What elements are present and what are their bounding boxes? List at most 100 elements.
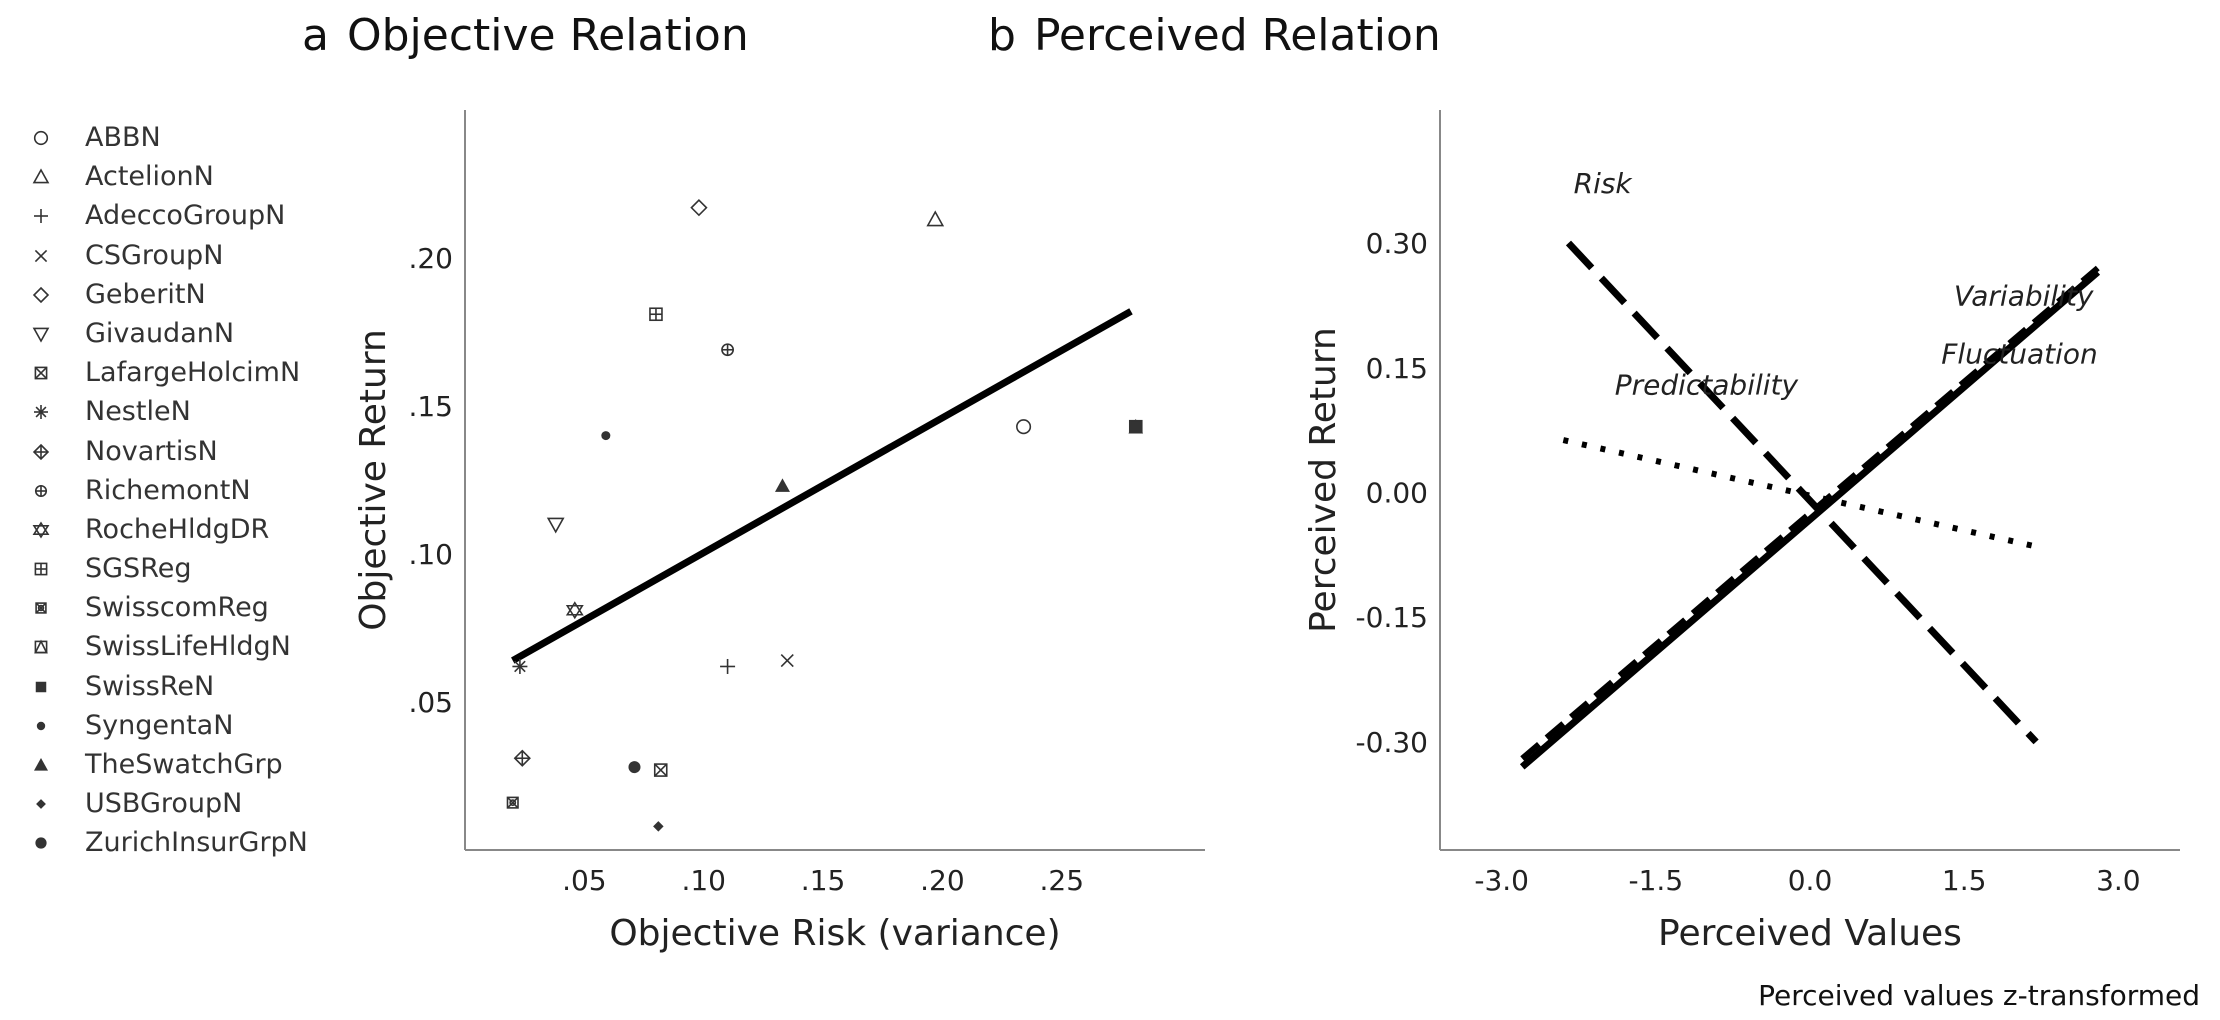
legend-item: NestleN <box>30 392 360 431</box>
legend-label: ABBN <box>85 122 161 153</box>
legend-item: NovartisN <box>30 432 360 471</box>
series-line <box>1519 269 2101 770</box>
legend-marker-icon <box>32 443 50 460</box>
legend-label: AdeccoGroupN <box>85 200 286 232</box>
legend-marker-icon <box>32 327 50 343</box>
panel-b-title: b Perceived Relation <box>988 10 1441 61</box>
y-tick-label: 0.00 <box>1366 476 1428 509</box>
y-axis-label: Perceived Return <box>1303 327 1344 633</box>
legend-marker-icon <box>34 484 48 497</box>
x-tick-label: -1.5 <box>1629 864 1684 897</box>
legend-label: SyngentaN <box>85 709 234 741</box>
legend-marker-icon <box>32 286 50 303</box>
y-tick-label: -0.15 <box>1356 601 1428 634</box>
footnote: Perceived values z-transformed <box>1758 979 2200 1012</box>
legend-item: ActelionN <box>30 157 360 196</box>
legend-marker-icon <box>34 640 48 654</box>
scatter-point <box>720 658 736 674</box>
legend-item: RichemontN <box>30 471 360 510</box>
legend-item: ABBN <box>30 118 360 157</box>
legend-label: SwisscomReg <box>85 592 269 624</box>
scatter-point <box>565 601 584 620</box>
panel-a-title-text: Objective Relation <box>346 10 749 61</box>
y-axis-label: Objective Return <box>353 329 394 631</box>
legend-label: CSGroupN <box>85 239 224 271</box>
legend-marker-icon <box>34 366 48 380</box>
legend-item: SwissReN <box>30 667 360 706</box>
y-tick-label: .15 <box>408 390 453 423</box>
x-tick-label: .25 <box>1040 864 1085 897</box>
panel-b-title-text: Perceived Relation <box>1033 10 1441 61</box>
scatter-point <box>774 478 790 492</box>
legend-label: GivaudanN <box>85 317 235 349</box>
scatter-point <box>780 653 794 668</box>
legend-label: NestleN <box>85 396 191 428</box>
legend-item: RocheHldgDR <box>30 510 360 549</box>
x-tick-label: 1.5 <box>1942 864 1987 897</box>
legend-item: SyngentaN <box>30 706 360 745</box>
legend-item: GeberitN <box>30 275 360 314</box>
legend-item: TheSwatchGrp <box>30 745 360 784</box>
legend-item: USBGroupN <box>30 784 360 823</box>
scatter-point <box>1130 421 1142 433</box>
legend: ABBN ActelionN AdeccoGroupN CSGroupN Geberit… <box>30 118 360 863</box>
y-tick-label: 0.15 <box>1366 352 1428 385</box>
scatter-point <box>721 343 735 357</box>
legend-marker-icon <box>32 521 50 539</box>
legend-item: SwisscomReg <box>30 588 360 627</box>
chart-b: -3.0 -1.5 0.0 1.5 3.0 0.30 0.15 0.00 -0.15 -0.30 P… <box>1303 110 2180 954</box>
legend-item: ZurichInsurGrpN <box>30 823 360 862</box>
legend-label: GeberitN <box>85 278 206 310</box>
legend-label: RichemontN <box>85 474 251 506</box>
scatter-point <box>546 517 565 534</box>
y-tick-label: .05 <box>408 686 453 719</box>
scatter-point <box>653 821 664 832</box>
x-tick-label: .15 <box>801 864 846 897</box>
x-tick-label: 0.0 <box>1788 864 1833 897</box>
y-tick-label: .10 <box>408 538 453 571</box>
legend-label: SGSReg <box>85 553 192 585</box>
x-axis-label: Perceived Values <box>1658 913 1962 954</box>
scatter-point <box>513 749 531 767</box>
legend-marker-icon <box>34 249 48 262</box>
legend-label: USBGroupN <box>85 788 243 820</box>
panel-b-tag: b <box>988 10 1016 61</box>
legend-label: SwissLifeHldgN <box>85 631 291 663</box>
legend-item: SwissLifeHldgN <box>30 627 360 666</box>
legend-marker-icon <box>32 168 50 184</box>
legend-marker-icon <box>34 209 48 224</box>
scatter-point <box>506 796 519 809</box>
panel-a-tag: a <box>302 10 329 61</box>
legend-marker-icon <box>34 758 48 771</box>
scatter-point <box>649 307 663 322</box>
legend-label: TheSwatchGrp <box>85 749 283 780</box>
x-tick-label: .20 <box>920 864 965 897</box>
legend-label: SwissReN <box>85 670 215 702</box>
y-tick-label: .20 <box>408 242 453 275</box>
legend-item: SGSReg <box>30 549 360 588</box>
series-annotation: Predictability <box>1615 368 1799 401</box>
legend-item: CSGroupN <box>30 236 360 275</box>
legend-label: ZurichInsurGrpN <box>85 827 308 859</box>
legend-marker-icon <box>35 602 47 614</box>
series-annotation: Variability <box>1954 279 2094 312</box>
legend-marker-icon <box>36 721 46 731</box>
legend-label: RocheHldgDR <box>85 513 270 545</box>
legend-item: LafargeHolcimN <box>30 353 360 392</box>
scatter-point <box>601 431 611 441</box>
y-tick-label: -0.30 <box>1356 726 1428 759</box>
x-axis-label: Objective Risk (variance) <box>609 913 1060 954</box>
legend-item: GivaudanN <box>30 314 360 353</box>
series-line <box>1562 437 2037 550</box>
x-tick-label: -3.0 <box>1474 864 1529 897</box>
x-tick-label: .10 <box>681 864 726 897</box>
scatter-point <box>512 658 528 674</box>
series-annotation: Fluctuation <box>1941 338 2098 371</box>
legend-label: LafargeHolcimN <box>85 357 301 389</box>
legend-marker-icon <box>33 130 49 146</box>
x-tick-label: .05 <box>562 864 607 897</box>
x-tick-label: 3.0 <box>2096 864 2141 897</box>
legend-marker-icon <box>35 837 47 849</box>
chart-a: .05 .10 .15 .20 .25 .05 .10 .15 .20 Objective Ris… <box>353 110 1205 954</box>
